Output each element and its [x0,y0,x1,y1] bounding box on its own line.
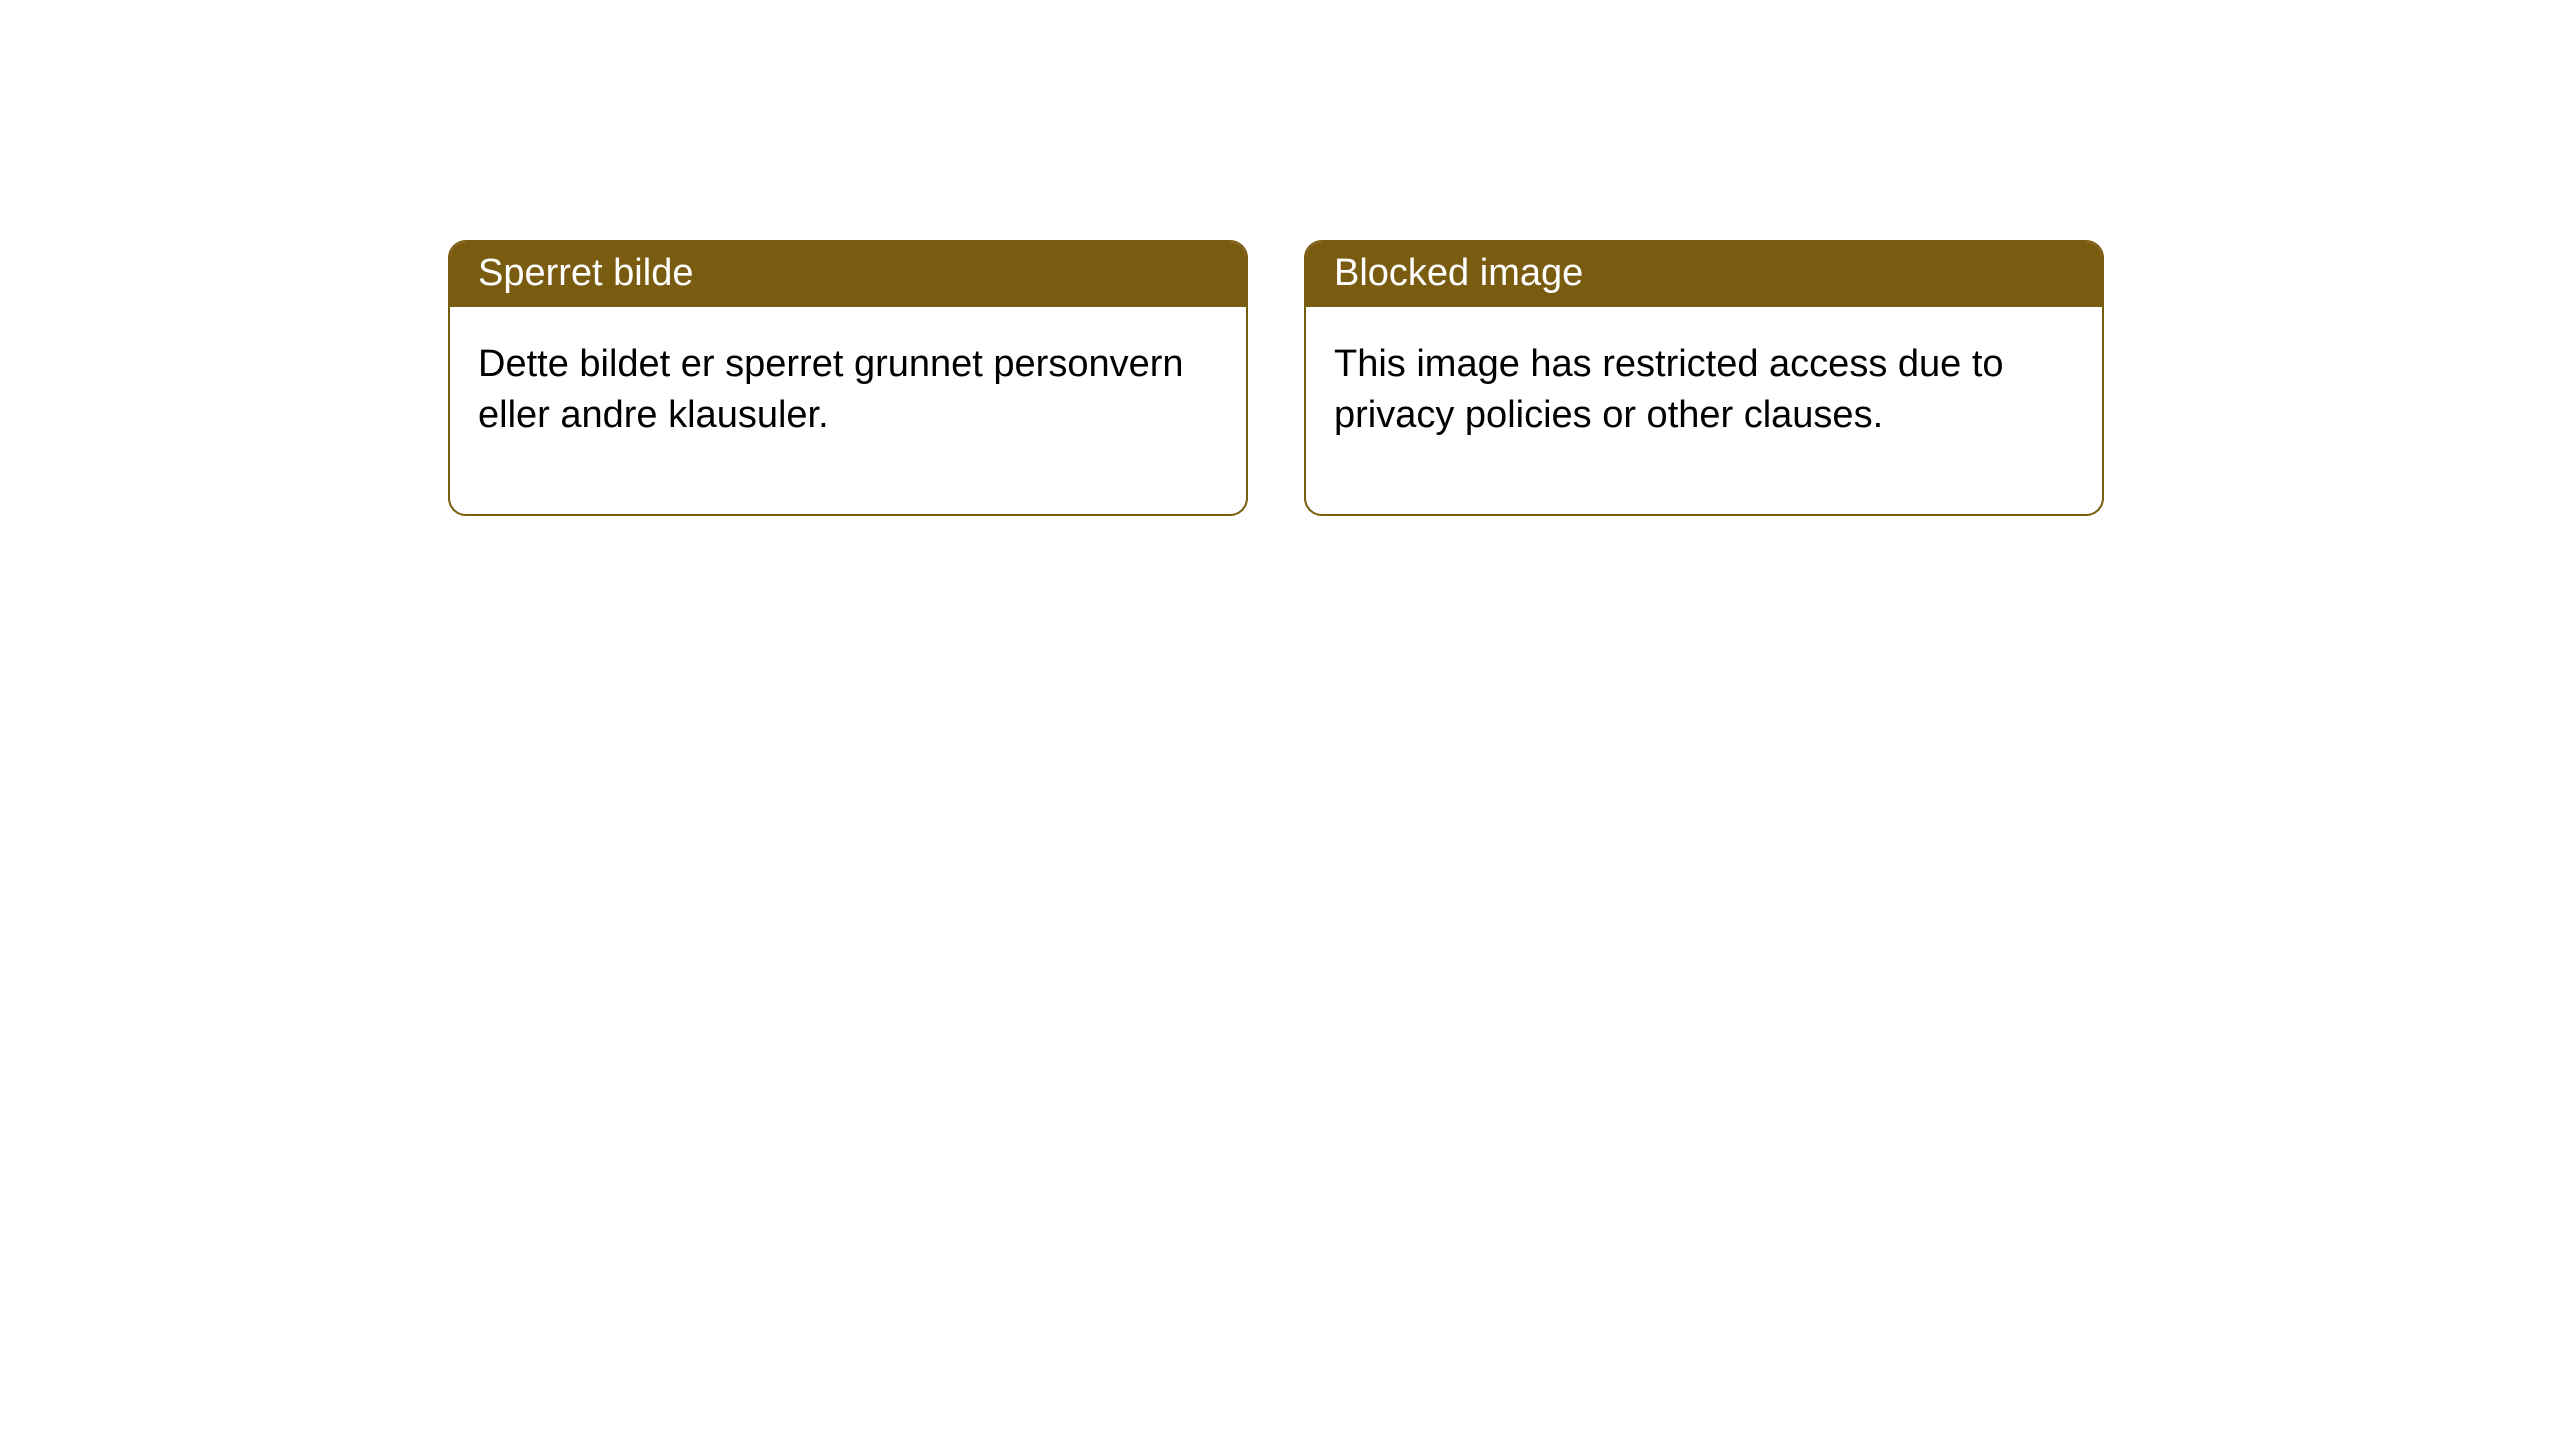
notice-title-en: Blocked image [1306,242,2102,307]
notice-body-en: This image has restricted access due to … [1306,307,2102,514]
notice-body-no: Dette bildet er sperret grunnet personve… [450,307,1246,514]
notice-title-no: Sperret bilde [450,242,1246,307]
notice-container: Sperret bilde Dette bildet er sperret gr… [448,240,2104,516]
notice-card-no: Sperret bilde Dette bildet er sperret gr… [448,240,1248,516]
notice-card-en: Blocked image This image has restricted … [1304,240,2104,516]
